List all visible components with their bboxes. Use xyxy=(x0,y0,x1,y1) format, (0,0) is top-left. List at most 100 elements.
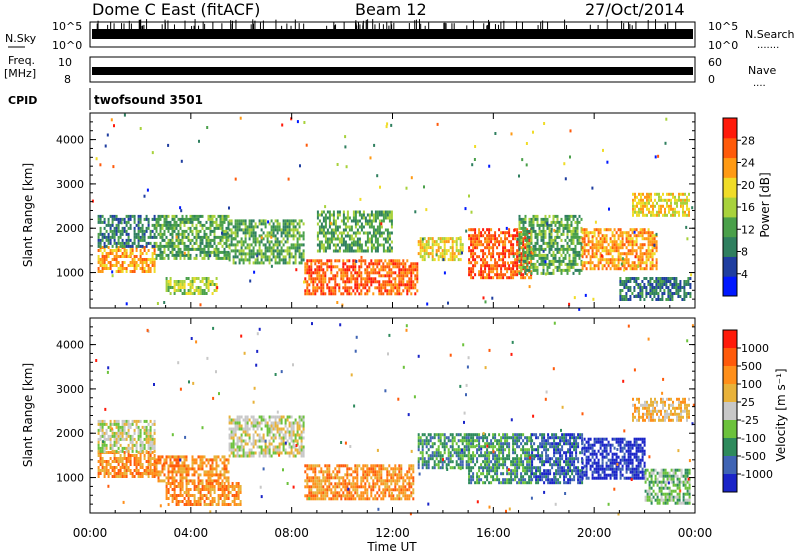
data-cell xyxy=(215,247,218,251)
data-cell xyxy=(372,225,375,229)
data-cell xyxy=(183,244,186,248)
data-cell xyxy=(189,247,192,251)
data-cell xyxy=(177,455,180,459)
data-cell xyxy=(478,273,481,277)
data-cell xyxy=(203,232,206,236)
data-cell xyxy=(548,238,551,242)
data-cell xyxy=(488,273,491,277)
data-cell xyxy=(113,255,116,258)
data-cell xyxy=(526,273,529,277)
data-cell xyxy=(362,213,365,217)
data-cell xyxy=(169,277,172,280)
data-cell xyxy=(643,237,646,241)
data-cell xyxy=(581,264,584,268)
data-cell xyxy=(123,267,126,270)
data-cell xyxy=(159,235,162,239)
data-cell xyxy=(221,235,224,239)
data-cell xyxy=(468,237,471,241)
data-cell xyxy=(675,280,678,283)
data-cell xyxy=(562,256,565,260)
nsky-band xyxy=(92,29,693,39)
data-cell xyxy=(181,250,184,254)
data-cell xyxy=(213,467,216,471)
data-cell xyxy=(290,252,293,256)
data-cell xyxy=(677,286,680,289)
data-cell xyxy=(451,246,454,250)
data-cell xyxy=(599,258,602,262)
data-cell xyxy=(617,264,620,268)
data-cell xyxy=(540,223,543,227)
data-cell xyxy=(332,228,335,232)
data-cell xyxy=(179,476,182,480)
data-cell xyxy=(215,220,218,224)
data-cell xyxy=(238,439,241,443)
data-cell xyxy=(282,219,285,223)
data-cell xyxy=(97,244,100,248)
data-cell xyxy=(686,198,688,202)
data-cell xyxy=(177,280,180,283)
data-cell xyxy=(137,238,140,242)
data-cell xyxy=(288,228,291,232)
data-cell xyxy=(376,237,379,241)
power-ylabel: Slant Range [km] xyxy=(21,163,35,267)
data-cell xyxy=(149,258,152,261)
data-cell xyxy=(250,451,253,455)
data-cell xyxy=(370,283,373,287)
data-cell xyxy=(125,214,128,218)
data-cell xyxy=(496,252,499,256)
data-cell xyxy=(127,235,130,239)
data-cell xyxy=(221,473,224,477)
data-cell xyxy=(474,258,477,262)
data-cell xyxy=(153,258,156,261)
data-cell xyxy=(378,280,381,284)
data-cell xyxy=(109,472,112,475)
data-cell xyxy=(117,235,120,239)
data-cell xyxy=(398,265,401,269)
data-cell xyxy=(217,464,220,468)
data-cell xyxy=(542,229,545,233)
data-cell xyxy=(310,292,313,296)
data-cell xyxy=(655,249,658,253)
data-cell xyxy=(191,482,194,485)
data-cell xyxy=(334,249,337,253)
data-cell xyxy=(133,419,136,423)
data-cell xyxy=(278,258,281,262)
data-cell xyxy=(671,298,674,301)
data-cell xyxy=(161,232,164,236)
data-cell xyxy=(201,238,204,242)
data-cell xyxy=(647,258,650,262)
data-cell xyxy=(256,254,259,258)
data-cell xyxy=(191,280,194,283)
data-cell xyxy=(215,253,218,257)
data-cell xyxy=(101,220,104,224)
data-cell xyxy=(576,229,579,233)
data-cell xyxy=(625,277,628,280)
data-cell xyxy=(107,475,110,478)
data-cell xyxy=(350,274,353,278)
data-cell xyxy=(416,274,419,278)
data-cell xyxy=(157,253,160,257)
data-cell xyxy=(455,237,458,241)
data-cell xyxy=(153,475,156,478)
data-cell xyxy=(223,461,226,465)
data-cell xyxy=(213,488,216,491)
data-cell xyxy=(661,292,664,295)
data-cell xyxy=(684,192,686,196)
data-cell xyxy=(167,143,170,147)
data-cell xyxy=(583,240,586,244)
data-cell xyxy=(635,267,638,271)
data-cell xyxy=(431,237,434,241)
data-cell xyxy=(591,246,594,250)
data-cell xyxy=(153,422,156,426)
data-cell xyxy=(603,258,606,262)
data-cell xyxy=(230,240,233,244)
data-cell xyxy=(560,238,563,242)
data-cell xyxy=(583,228,586,232)
data-cell xyxy=(213,497,216,500)
data-cell xyxy=(324,292,327,296)
data-cell xyxy=(171,232,174,236)
data-cell xyxy=(583,234,586,238)
data-cell xyxy=(613,249,616,253)
data-cell xyxy=(137,223,140,227)
data-cell xyxy=(406,268,409,272)
